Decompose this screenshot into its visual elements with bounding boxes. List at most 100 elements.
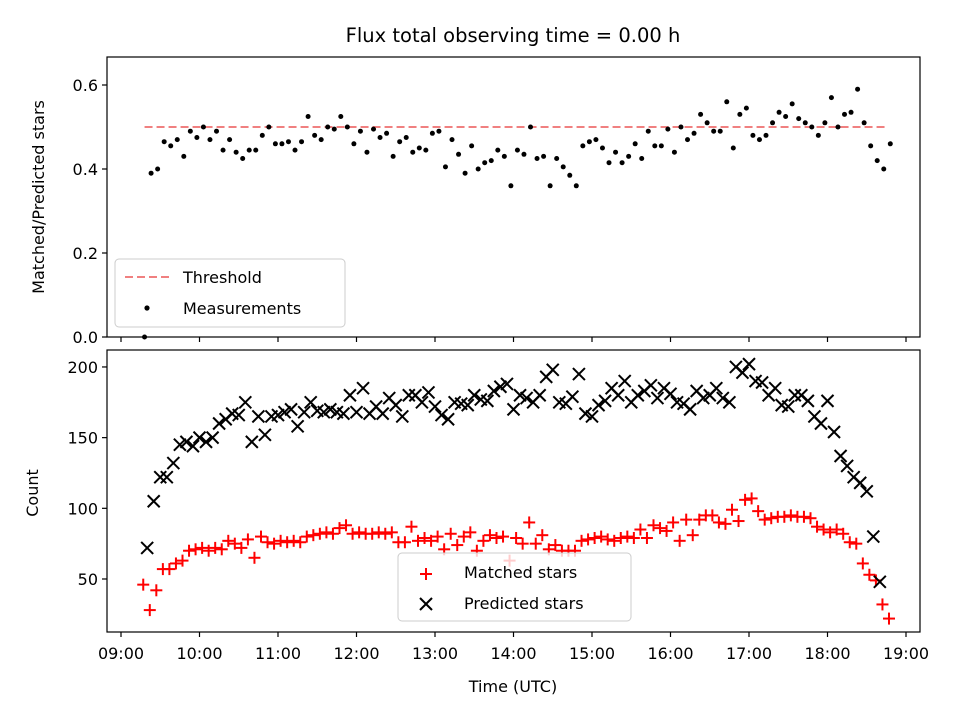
measurement-point bbox=[299, 139, 305, 145]
measurement-point bbox=[789, 101, 795, 107]
x-tick-label: 17:00 bbox=[726, 644, 772, 663]
predicted-star-point bbox=[506, 402, 521, 417]
matched-star-point bbox=[176, 554, 189, 567]
measurement-point bbox=[848, 109, 854, 115]
predicted-star-point-b bbox=[853, 476, 867, 490]
bottom-plot: 50 100 150 200 09:00 10:00 11:00 12:00 13:00 14:… bbox=[23, 349, 929, 696]
predicted-star-point bbox=[487, 384, 501, 398]
bottom-plot-marks bbox=[137, 357, 895, 625]
measurement-point bbox=[750, 132, 756, 138]
predicted-star-point-b bbox=[480, 394, 495, 408]
measurement-point bbox=[462, 170, 468, 176]
predicted-star-point-b bbox=[160, 470, 174, 484]
matched-legend-swatch bbox=[420, 568, 432, 580]
predicted-star-point-b bbox=[735, 365, 750, 380]
measurement-point bbox=[547, 183, 553, 189]
predicted-star-point bbox=[179, 435, 194, 449]
predicted-star-point-b bbox=[330, 405, 344, 419]
measurement-point bbox=[599, 145, 605, 151]
predicted-star-point bbox=[722, 395, 737, 410]
matched-star-point bbox=[811, 520, 824, 533]
predicted-star-point bbox=[618, 374, 632, 388]
top-y-ticks: 0.0 0.2 0.4 0.6 bbox=[73, 76, 107, 347]
measurement-point bbox=[279, 141, 285, 147]
matched-star-point bbox=[595, 530, 608, 543]
matched-star-point bbox=[483, 529, 496, 542]
matched-star-point bbox=[529, 537, 542, 550]
bottom-y-axis-label: Count bbox=[23, 469, 42, 517]
measurement-point bbox=[371, 126, 377, 132]
predicted-star-point-b bbox=[487, 384, 501, 398]
measurement-point bbox=[619, 160, 625, 166]
matched-star-point bbox=[634, 523, 647, 536]
matched-star-point bbox=[163, 563, 176, 576]
predicted-star-point-b bbox=[251, 409, 266, 424]
predicted-star-point bbox=[160, 470, 174, 484]
matched-star-point bbox=[268, 537, 281, 550]
matched-star-point bbox=[601, 533, 614, 546]
predicted-star-point bbox=[421, 385, 436, 400]
predicted-star-point-b bbox=[212, 416, 226, 431]
matched-star-point bbox=[274, 534, 287, 547]
matched-star-point bbox=[196, 541, 209, 554]
predicted-star-point bbox=[258, 428, 272, 442]
matched-star-point bbox=[300, 530, 313, 543]
matched-star-point bbox=[169, 557, 182, 570]
measurement-point bbox=[737, 111, 743, 117]
matched-star-point bbox=[745, 492, 758, 505]
predicted-star-point bbox=[153, 470, 167, 484]
predicted-star-point-b bbox=[755, 375, 769, 390]
predicted-star-point bbox=[284, 402, 298, 417]
matched-star-point bbox=[804, 512, 817, 525]
measurement-point bbox=[776, 109, 782, 115]
measurement-point bbox=[456, 151, 462, 157]
predicted-star-point-b bbox=[389, 398, 403, 412]
matched-star-point bbox=[882, 612, 895, 625]
matched-star-point bbox=[411, 534, 424, 547]
matched-star-point bbox=[640, 532, 653, 544]
matched-star-point bbox=[425, 534, 438, 547]
matched-star-point bbox=[712, 516, 725, 529]
predicted-star-point bbox=[500, 377, 514, 391]
predicted-star-point-b bbox=[297, 405, 311, 419]
predicted-star-point bbox=[304, 395, 318, 410]
matched-star-point bbox=[451, 539, 464, 552]
predicted-star-point-b bbox=[513, 388, 527, 402]
measurement-point bbox=[259, 132, 265, 138]
predicted-star-point-b bbox=[657, 381, 671, 395]
predicted-star-point-b bbox=[833, 449, 848, 463]
measurement-point bbox=[344, 124, 350, 130]
predicted-star-point-b bbox=[415, 395, 429, 410]
bottom-y-tick-label: 100 bbox=[67, 499, 98, 518]
measurement-point bbox=[364, 149, 370, 155]
predicted-star-point-b bbox=[565, 389, 580, 404]
predicted-star-point-b bbox=[578, 406, 593, 421]
predicted-star-point-b bbox=[323, 402, 338, 417]
predicted-star-point-b bbox=[873, 575, 887, 589]
measurement-point bbox=[390, 153, 396, 159]
measurement-point bbox=[554, 156, 560, 161]
predicted-star-point-b bbox=[598, 394, 612, 408]
measurement-point bbox=[874, 158, 880, 164]
measurement-point bbox=[331, 126, 337, 132]
measurement-point bbox=[671, 149, 677, 155]
predicted-star-point-b bbox=[775, 398, 789, 412]
measurement-point bbox=[351, 141, 357, 147]
matched-star-point bbox=[209, 541, 222, 554]
predicted-star-point-b bbox=[375, 406, 390, 421]
predicted-star-point-b bbox=[356, 381, 370, 395]
predicted-star-point-b bbox=[631, 388, 645, 402]
predicted-star-point-b bbox=[611, 388, 625, 402]
measurement-point bbox=[534, 156, 540, 161]
predicted-star-point-b bbox=[807, 409, 822, 424]
bottom-y-ticks: 50 100 150 200 bbox=[67, 358, 107, 589]
measurement-point bbox=[698, 111, 704, 117]
predicted-star-point bbox=[147, 494, 161, 508]
predicted-star-point-b bbox=[179, 435, 194, 449]
measurement-point bbox=[763, 132, 769, 138]
matched-star-point bbox=[673, 534, 686, 547]
matched-star-point bbox=[608, 534, 621, 547]
measurement-point bbox=[266, 124, 272, 130]
predicted-star-point-b bbox=[147, 494, 161, 508]
predicted-star-point-b bbox=[467, 388, 481, 402]
